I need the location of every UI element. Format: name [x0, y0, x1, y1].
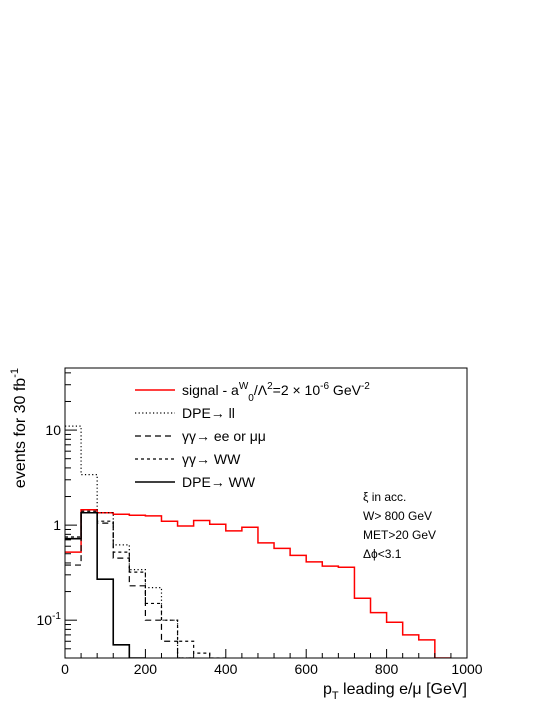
axes: 0 200 400 600 800 1000 10-1 1 10 [37, 372, 483, 677]
annotation-line: W> 800 GeV [363, 509, 432, 523]
annotation-line: ξ in acc. [363, 490, 406, 504]
x-axis-label-main: p [323, 681, 332, 698]
series-gg_ww [65, 510, 226, 658]
series-dpe_ll [65, 425, 194, 658]
annotation-line: Δϕ<3.1 [363, 547, 402, 561]
x-tick-label: 1000 [451, 661, 482, 677]
x-tick-label: 0 [61, 661, 69, 677]
y-axis-label-main: events for 30 fb [12, 378, 29, 488]
x-tick-label: 800 [375, 661, 399, 677]
y-tick-label: 1 [53, 517, 61, 533]
plot-frame [64, 367, 468, 659]
x-tick-label: 200 [134, 661, 158, 677]
x-tick-label: 600 [295, 661, 319, 677]
annotation-line: MET>20 GeV [363, 528, 436, 542]
series-dpe_ww [65, 511, 146, 658]
legend-label-gg_ww: γγ→ WW [182, 451, 241, 467]
legend-label-dpe_ll: DPE→ ll [182, 405, 235, 421]
legend-label-gg_ee: γγ→ ee or μμ [182, 428, 266, 444]
y-axis-label-sup: -1 [9, 368, 21, 378]
legend-label-signal: signal - aW0/Λ2=2 × 10-6 GeV-2 [182, 381, 370, 404]
histogram-lines [65, 425, 451, 658]
legend-label-dpe_ww: DPE→ WW [182, 474, 256, 490]
annotation-box: ξ in acc. W> 800 GeV MET>20 GeV Δϕ<3.1 [363, 490, 436, 561]
x-tick-label: 400 [214, 661, 238, 677]
y-axis-label: events for 30 fb-1 [9, 368, 29, 488]
y-tick-label: 10-1 [37, 611, 62, 628]
x-axis-label-sub: T [332, 690, 339, 702]
x-axis-label-rest: leading e/μ [GeV] [339, 681, 467, 698]
x-axis-label: pT leading e/μ [GeV] [323, 681, 467, 702]
series-gg_ee [65, 512, 194, 658]
series-signal [65, 509, 451, 658]
y-tick-label: 10 [45, 422, 61, 438]
